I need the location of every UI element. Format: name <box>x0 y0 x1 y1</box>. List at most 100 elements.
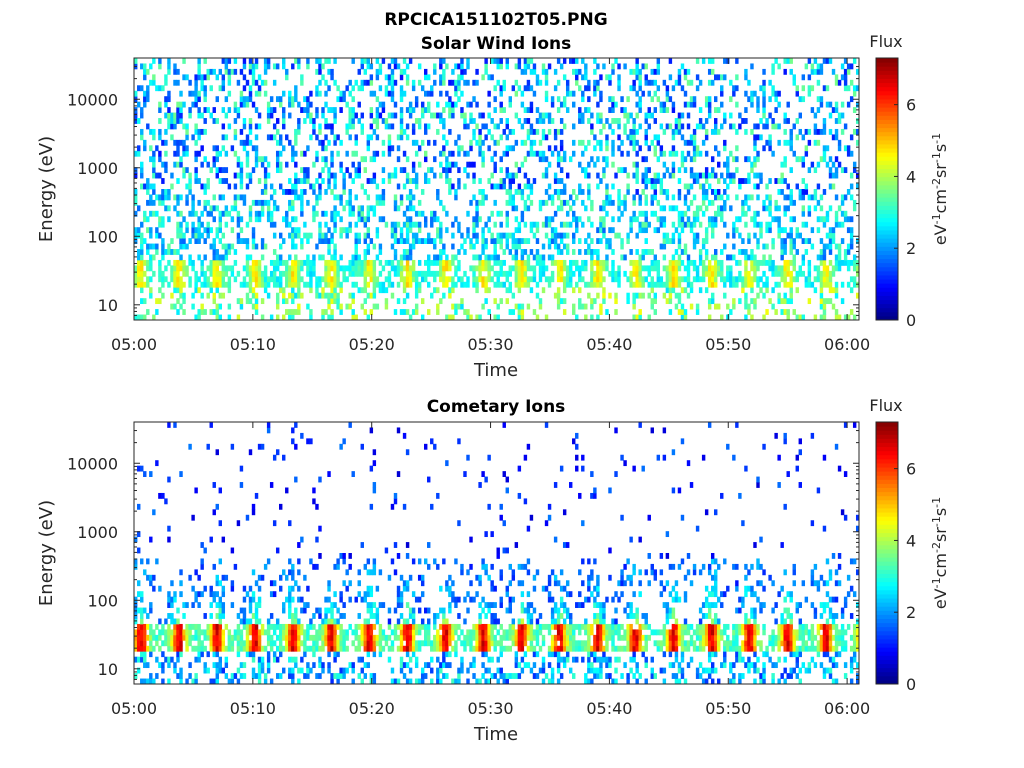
spectrogram-cell <box>275 276 280 283</box>
spectrogram-cell <box>315 276 319 283</box>
spectrogram-cell <box>825 161 830 168</box>
spectrogram-cell <box>813 205 818 212</box>
spectrogram-cell <box>493 161 497 168</box>
spectrogram-cell <box>167 656 171 663</box>
spectrogram-cell <box>230 270 235 277</box>
spectrogram-cell <box>354 79 358 86</box>
spectrogram-cell <box>828 298 833 305</box>
spectrogram-cell <box>233 259 238 266</box>
spectrogram-cell <box>191 134 195 141</box>
spectrogram-cell <box>641 210 645 217</box>
spectrogram-cell <box>318 645 322 652</box>
spectrogram-cell <box>381 287 386 294</box>
spectrogram-cell <box>242 618 247 625</box>
spectrogram-cell <box>475 221 479 228</box>
spectrogram-cell <box>680 161 685 168</box>
spectrogram-cell <box>285 216 289 223</box>
spectrogram-cell <box>526 254 531 261</box>
spectrogram-cell <box>411 107 416 113</box>
spectrogram-cell <box>578 238 582 244</box>
spectrogram-cell <box>318 90 322 97</box>
spectrogram-cell <box>236 623 241 630</box>
spectrogram-cell <box>677 178 682 184</box>
spectrogram-cell <box>828 238 833 244</box>
spectrogram-cell <box>457 79 461 86</box>
spectrogram-cell <box>828 156 833 163</box>
spectrogram-cell <box>420 107 425 113</box>
spectrogram-cell <box>327 314 331 321</box>
spectrogram-cell <box>424 216 428 223</box>
spectrogram-cell <box>342 227 346 234</box>
spectrogram-cell <box>641 249 645 255</box>
spectrogram-cell <box>819 128 824 135</box>
spectrogram-cell <box>656 216 661 223</box>
spectrogram-cell <box>339 90 343 97</box>
spectrogram-cell <box>191 634 195 641</box>
spectrogram-cell <box>707 270 712 277</box>
spectrogram-cell <box>677 210 682 217</box>
spectrogram-cell <box>251 232 256 239</box>
spectrogram-cell <box>487 101 491 108</box>
spectrogram-cell <box>741 238 745 244</box>
spectrogram-cell <box>801 156 806 163</box>
spectrogram-cell <box>532 254 537 261</box>
spectrogram-cell <box>424 74 428 81</box>
spectrogram-cell <box>345 265 349 272</box>
spectrogram-cell <box>590 298 594 305</box>
spectrogram-cell <box>538 199 543 206</box>
spectrogram-cell <box>417 118 422 124</box>
spectrogram-cell <box>635 189 639 195</box>
spectrogram-cell <box>677 216 682 223</box>
spectrogram-cell <box>738 298 742 305</box>
spectrogram-cell <box>254 673 259 679</box>
spectrogram-cell <box>632 145 636 152</box>
spectrogram-cell <box>692 210 697 217</box>
spectrogram-cell <box>297 569 301 576</box>
spectrogram-cell <box>318 194 322 201</box>
spectrogram-cell <box>288 569 292 576</box>
spectrogram-cell <box>671 254 676 261</box>
spectrogram-cell <box>701 270 706 277</box>
spectrogram-cell <box>680 63 685 70</box>
spectrogram-cell <box>427 74 431 81</box>
spectrogram-cell <box>427 101 431 108</box>
spectrogram-cell <box>466 101 470 108</box>
spectrogram-cell <box>514 112 519 119</box>
spectrogram-cell <box>774 281 778 288</box>
spectrogram-cell <box>683 167 688 174</box>
spectrogram-cell <box>275 161 280 168</box>
spectrogram-cell <box>396 221 401 228</box>
spectrogram-cell <box>430 210 434 217</box>
spectrogram-cell <box>535 238 540 244</box>
spectrogram-cell <box>768 79 772 86</box>
spectrogram-cell <box>559 298 564 305</box>
spectrogram-cell <box>279 259 283 266</box>
spectrogram-cell <box>146 249 150 255</box>
spectrogram-cell <box>146 281 150 288</box>
spectrogram-cell <box>396 265 401 272</box>
spectrogram-cell <box>496 210 500 217</box>
spectrogram-cell <box>378 249 383 255</box>
spectrogram-cell <box>179 303 183 310</box>
spectrogram-cell <box>291 574 295 581</box>
spectrogram-cell <box>312 254 316 261</box>
spectrogram-cell <box>306 281 310 288</box>
spectrogram-cell <box>167 90 171 97</box>
spectrogram-cell <box>327 623 331 630</box>
spectrogram-cell <box>457 85 461 92</box>
spectrogram-cell <box>146 558 150 565</box>
spectrogram-cell <box>408 221 413 228</box>
spectrogram-cell <box>541 118 546 124</box>
spectrogram-cell <box>288 199 292 206</box>
spectrogram-cell <box>176 232 180 239</box>
spectrogram-cell <box>215 574 219 581</box>
spectrogram-cell <box>626 134 630 141</box>
spectrogram-cell <box>236 629 241 636</box>
spectrogram-cell <box>245 254 250 261</box>
spectrogram-cell <box>517 183 522 190</box>
colorbar-swatch <box>876 295 898 301</box>
spectrogram-cell <box>294 640 298 647</box>
spectrogram-cell <box>315 194 319 201</box>
spectrogram-cell <box>635 232 639 239</box>
spectrogram-cell <box>173 112 177 119</box>
